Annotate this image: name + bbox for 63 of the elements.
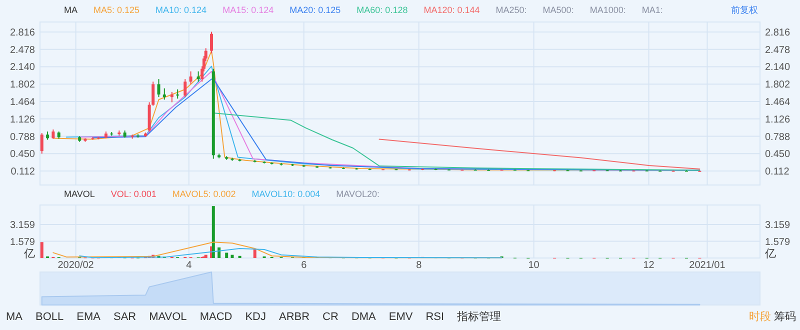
text: MA500: — [542, 5, 574, 15]
y2-tick-label: 2.140 — [765, 62, 790, 74]
text: 时段 — [749, 310, 771, 323]
y2-tick-label: 1.802 — [765, 80, 790, 91]
x-tick-label: 12 — [643, 260, 655, 271]
text: MAVOL — [149, 311, 187, 323]
y2-tick-label: 3.159 — [765, 220, 790, 232]
text: CR — [322, 311, 338, 323]
y-tick-label: 0.450 — [10, 149, 36, 160]
x-tick-label: 2020/02 — [58, 260, 94, 271]
text: MA250: — [496, 5, 527, 15]
y2-tick-label: 1.464 — [765, 96, 790, 108]
text: SAR — [113, 311, 136, 323]
y2-tick-label: 1.579 — [765, 236, 790, 248]
text: 前复权 — [731, 5, 758, 15]
y-tick-label: 2.478 — [10, 44, 36, 56]
y-tick-label: 0.112 — [10, 166, 36, 178]
x-tick-label: 10 — [528, 260, 540, 271]
x-tick-label: 2021/01 — [689, 260, 726, 271]
y-tick-label: 2.140 — [10, 62, 36, 74]
text: MA1: — [642, 5, 663, 15]
text: MAVOL — [64, 189, 95, 199]
y-axis-title: 亿 — [23, 248, 35, 260]
text: MAVOL5: 0.002 — [172, 189, 236, 199]
text: MA — [64, 5, 78, 15]
x-tick-label: 4 — [186, 260, 192, 271]
text: VOL: 0.001 — [110, 189, 156, 199]
y-tick-label: 1.464 — [10, 96, 36, 108]
text: EMA — [76, 311, 102, 323]
text: MACD — [200, 311, 232, 323]
text: MA5: 0.125 — [94, 5, 140, 15]
y2-tick-label: 2.816 — [765, 27, 790, 38]
text: 指标管理 — [456, 311, 502, 323]
x-tick-label: 6 — [301, 260, 308, 271]
y2-tick-label: 2.478 — [765, 44, 790, 56]
x-tick-label: 8 — [416, 260, 422, 271]
y2-tick-label: 1.126 — [765, 114, 790, 126]
y-tick-label: 0.788 — [10, 132, 36, 143]
text: MA — [6, 311, 24, 323]
y-tick-label: 1.579 — [10, 236, 36, 248]
text: MA120: 0.144 — [424, 5, 480, 15]
y-tick-label: 1.802 — [10, 80, 36, 91]
text: MA15: 0.124 — [222, 5, 274, 15]
text: ARBR — [278, 311, 310, 323]
text: BOLL — [36, 311, 64, 323]
text: MAVOL20: — [336, 189, 380, 199]
text: MA20: 0.125 — [290, 5, 341, 15]
text: MA60: 0.128 — [356, 5, 408, 15]
y-tick-label: 2.816 — [10, 27, 36, 38]
text: DMA — [351, 311, 377, 323]
text: 筹码 — [774, 311, 796, 323]
text: RSI — [426, 311, 444, 323]
y2-tick-label: 0.112 — [765, 166, 790, 178]
text: MA10: 0.124 — [156, 5, 207, 15]
y-tick-label: 3.159 — [10, 220, 36, 232]
y2-tick-label: 0.788 — [765, 132, 790, 143]
text: MAVOL10: 0.004 — [252, 189, 320, 199]
y2-axis-title: 亿 — [764, 248, 776, 260]
text: EMV — [388, 311, 414, 323]
text: KDJ — [245, 311, 266, 323]
y-tick-label: 1.126 — [10, 114, 36, 126]
y2-tick-label: 0.450 — [765, 149, 790, 160]
text: MA1000: — [590, 5, 626, 15]
